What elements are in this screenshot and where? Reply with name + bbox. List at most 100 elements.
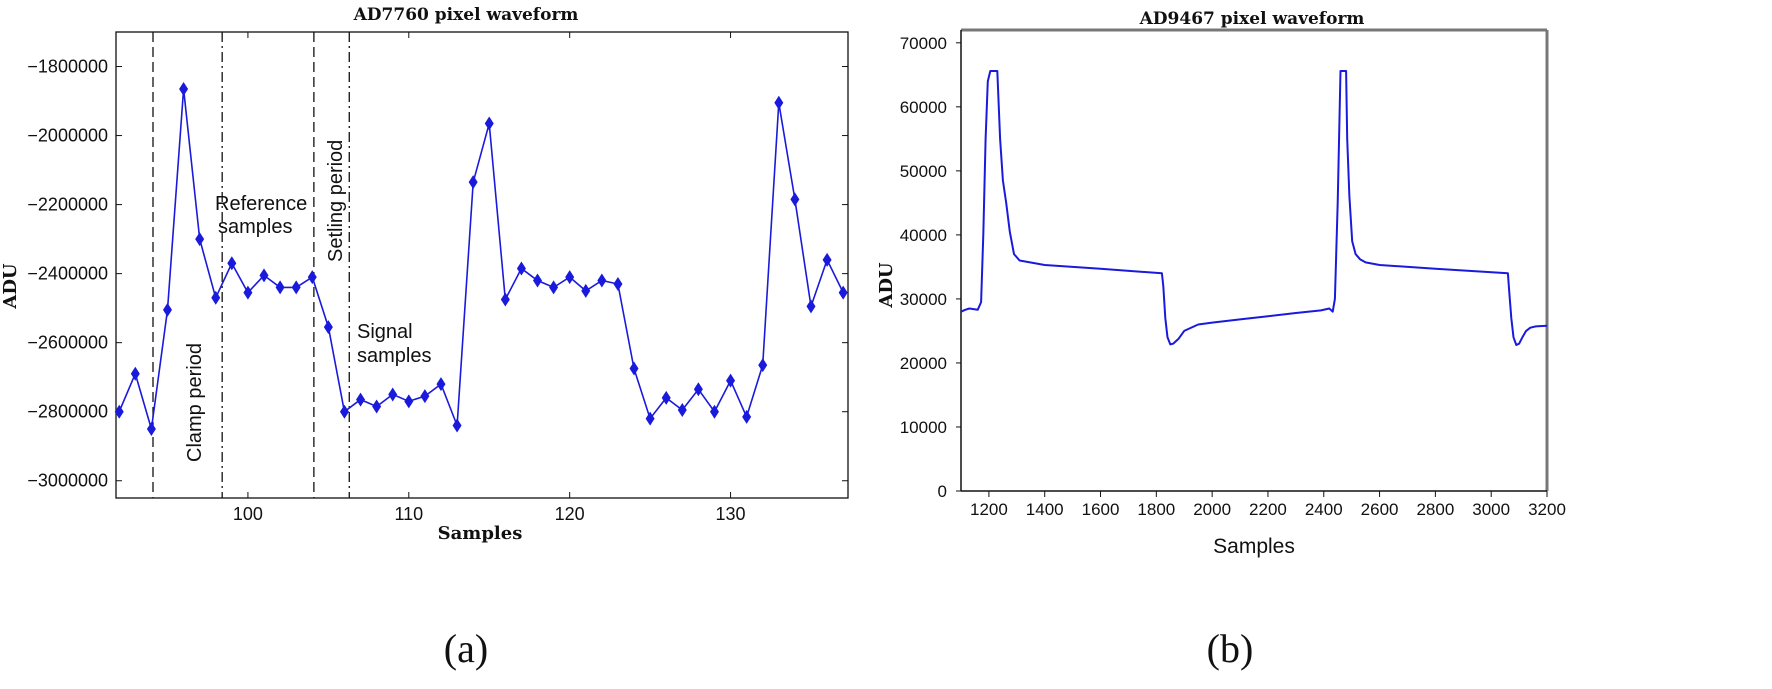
chart-a-point	[179, 81, 189, 96]
chart-a-point	[356, 392, 366, 407]
chart-b-xtick-label: 1600	[1082, 500, 1120, 519]
chart-a-point	[130, 366, 140, 381]
chart-a-ytick-label: −2600000	[27, 333, 108, 353]
chart-a-point	[629, 361, 639, 376]
chart-a-point	[677, 402, 687, 417]
chart-a-point	[645, 411, 655, 426]
chart-a-point	[307, 270, 317, 285]
chart-a-point	[468, 175, 478, 190]
chart-a-point	[597, 273, 607, 288]
chart-a-point	[243, 285, 253, 300]
chart-a-point	[372, 399, 382, 414]
chart-b-xtick-label: 2600	[1361, 500, 1399, 519]
annotation-clamp-period: Clamp period	[184, 343, 206, 462]
chart-a-point	[211, 290, 221, 305]
chart-a-point	[388, 387, 398, 402]
chart-a-point	[709, 404, 719, 419]
chart-a-point	[742, 409, 752, 424]
chart-b-title: AD9467 pixel waveform	[1139, 9, 1365, 29]
chart-a-point	[774, 95, 784, 110]
panel-label-b: (b)	[1207, 626, 1254, 671]
chart-b-xtick-label: 1200	[970, 500, 1008, 519]
chart-a-point	[452, 418, 462, 433]
chart-a-point	[420, 389, 430, 404]
chart-a-points	[114, 81, 848, 436]
chart-a-xtick-label: 110	[394, 504, 423, 524]
chart-a-x-ticks: 100 110 120 130	[233, 32, 746, 524]
chart-a-ytick-label: −1800000	[27, 57, 108, 77]
chart-a-point	[436, 377, 446, 392]
chart-a-series-line	[118, 88, 844, 430]
chart-a-point	[114, 404, 124, 419]
chart-a-series	[118, 88, 844, 430]
chart-a-point	[323, 320, 333, 335]
chart-a-y-ticks: −3000000 −2800000 −2600000 −2400000 −2200000…	[27, 57, 848, 491]
chart-b-xtick-label: 1800	[1137, 500, 1175, 519]
chart-a-point	[790, 192, 800, 207]
chart-a-point	[806, 299, 816, 314]
chart-a-point	[339, 404, 349, 419]
annotation-signal-line2: samples	[357, 345, 431, 367]
chart-a-point	[195, 232, 205, 247]
chart-a-ytick-label: −2200000	[27, 195, 108, 215]
chart-b-ytick-label: 10000	[900, 418, 947, 437]
chart-a-xlabel: Samples	[438, 523, 523, 544]
chart-a-ytick-label: −2000000	[27, 126, 108, 146]
chart-b-ytick-label: 50000	[900, 162, 947, 181]
annotation-reference-line1: Reference	[215, 193, 307, 215]
chart-a-point	[516, 261, 526, 276]
chart-a-point	[661, 390, 671, 405]
chart-a-point	[613, 276, 623, 291]
chart-b-x-ticks: 1200 1400 1600 1800 2000 2200 2400 2600 2800 3000…	[970, 491, 1566, 519]
chart-a-point	[275, 280, 285, 295]
chart-a-point	[146, 421, 156, 436]
chart-b-ytick-label: 20000	[900, 354, 947, 373]
chart-a-ytick-label: −3000000	[27, 471, 108, 491]
chart-a: AD7760 pixel waveform −3000000 −2800000 −2…	[0, 5, 849, 671]
chart-a-point	[758, 358, 768, 373]
chart-a-point	[838, 285, 848, 300]
chart-a-point	[162, 302, 172, 317]
chart-b-xtick-label: 2800	[1416, 500, 1454, 519]
chart-a-point	[565, 270, 575, 285]
chart-b-ytick-label: 0	[938, 482, 947, 501]
annotation-setling-period: Setling period	[325, 140, 347, 262]
chart-a-point	[291, 280, 301, 295]
chart-a-point	[549, 280, 559, 295]
chart-b-y-ticks: 0 10000 20000 30000 40000 50000 60000 70000	[900, 34, 961, 501]
chart-b-ytick-label: 60000	[900, 98, 947, 117]
annotation-reference-line2: samples	[218, 216, 292, 238]
chart-a-ytick-label: −2400000	[27, 264, 108, 284]
chart-b-xtick-label: 3200	[1528, 500, 1566, 519]
chart-b-xtick-label: 2200	[1249, 500, 1287, 519]
chart-a-title: AD7760 pixel waveform	[353, 5, 579, 25]
chart-b-ytick-label: 40000	[900, 226, 947, 245]
chart-a-ytick-label: −2800000	[27, 402, 108, 422]
chart-a-point	[259, 268, 269, 283]
panel-label-a: (a)	[444, 626, 488, 671]
chart-a-point	[404, 394, 414, 409]
chart-b-xtick-label: 2000	[1193, 500, 1231, 519]
chart-a-plot-frame	[115, 31, 849, 499]
chart-a-point	[500, 292, 510, 307]
chart-b-xtick-label: 1400	[1026, 500, 1064, 519]
annotation-signal-line1: Signal	[357, 321, 413, 343]
chart-b-series	[960, 70, 1548, 346]
chart-a-vlines	[152, 32, 350, 498]
chart-b-xtick-label: 2400	[1305, 500, 1343, 519]
chart-a-xtick-label: 120	[555, 504, 585, 524]
chart-a-xtick-label: 100	[233, 504, 263, 524]
chart-b-xlabel: Samples	[1213, 535, 1295, 558]
chart-a-point	[726, 373, 736, 388]
chart-a-point	[484, 116, 494, 131]
chart-b-xtick-label: 3000	[1472, 500, 1510, 519]
chart-b: AD9467 pixel waveform 0 10000 20000 30000 40…	[876, 9, 1566, 671]
chart-a-point	[533, 273, 543, 288]
chart-a-xtick-label: 130	[716, 504, 746, 524]
chart-a-point	[693, 382, 703, 397]
chart-a-point	[227, 256, 237, 271]
chart-a-point	[822, 252, 832, 267]
chart-b-ytick-label: 70000	[900, 34, 947, 53]
chart-a-ylabel: ADU	[0, 263, 21, 310]
